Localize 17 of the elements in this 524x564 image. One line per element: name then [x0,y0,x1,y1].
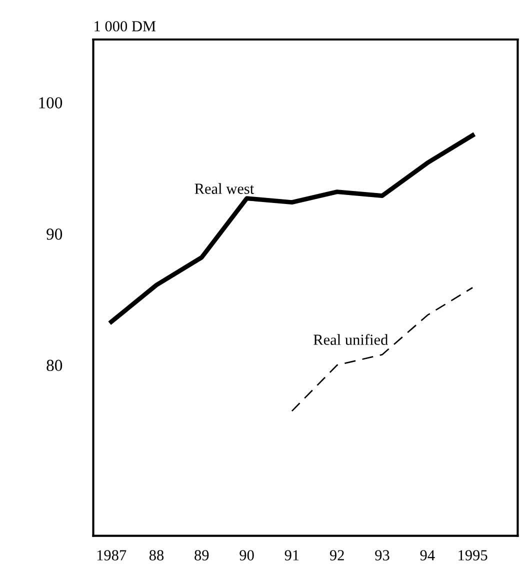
x-tick-label: 91 [284,550,299,560]
series-label: Real west [194,183,254,194]
y-tick-label: 80 [46,360,62,372]
y-tick-label: 100 [39,97,62,108]
y-axis-title: 1 000 DM [94,21,156,32]
line-series [109,133,475,324]
x-tick-label: 1995 [458,550,488,560]
x-tick-label: 92 [330,550,344,560]
x-tick-label: 93 [375,550,390,560]
x-tick-label: 89 [194,550,209,560]
series-label: Real unified [314,334,388,345]
x-tick-label: 90 [240,550,254,560]
line-series [291,286,474,412]
x-tick-label: 88 [149,550,164,560]
y-tick-label: 90 [46,228,62,240]
x-tick-label: 1987 [97,550,126,560]
x-tick-label: 94 [420,550,435,560]
